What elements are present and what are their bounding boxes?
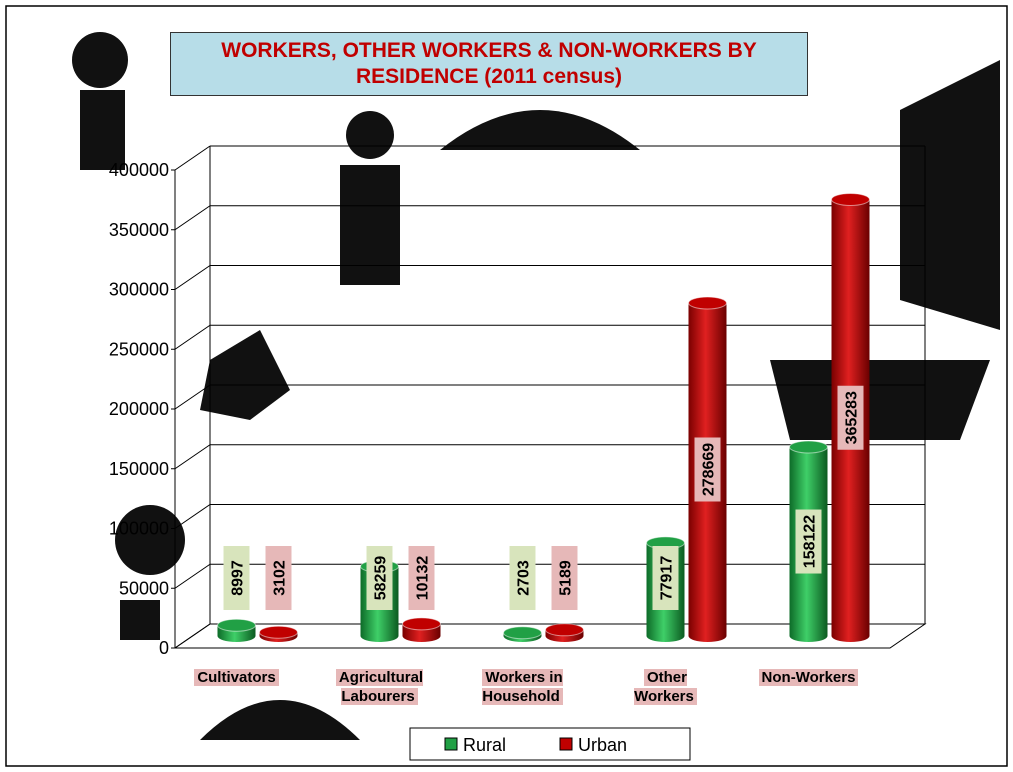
data-label: 2703	[509, 546, 536, 610]
grid-line	[174, 324, 211, 350]
y-tick-label: 200000	[109, 399, 169, 419]
data-label-box	[223, 546, 250, 610]
bar-top	[688, 296, 727, 310]
x-tick-label: Non-Workers	[757, 668, 861, 687]
y-tick-label: 400000	[109, 160, 169, 180]
x-tick-text: Workers in Household	[482, 669, 563, 705]
grid-line	[174, 563, 211, 589]
x-tick-text: Agricultural Labourers	[335, 669, 424, 705]
data-label-text: 365283	[844, 391, 861, 444]
data-label-box	[652, 546, 679, 610]
legend-marker	[559, 737, 573, 751]
y-tick-label: 350000	[109, 220, 169, 240]
y-tick-label: 50000	[119, 578, 169, 598]
y-tick-label: 100000	[109, 519, 169, 539]
chart-title: WORKERS, OTHER WORKERS & NON-WORKERS BY …	[170, 32, 808, 96]
x-tick-label: Agricultural Labourers	[328, 668, 432, 706]
data-label-text: 10132	[415, 556, 432, 601]
data-label: 58259	[366, 546, 393, 610]
bar-base	[360, 630, 399, 642]
grid-line	[174, 623, 211, 649]
x-tick-text: Cultivators	[194, 669, 279, 686]
data-label-box	[366, 546, 393, 610]
x-tick-label: Cultivators	[185, 668, 289, 687]
data-label-text: 5189	[558, 560, 575, 596]
y-tick-label: 150000	[109, 459, 169, 479]
bar-top	[831, 192, 870, 206]
legend-marker	[444, 737, 458, 751]
bar-top	[259, 625, 298, 639]
data-label: 365283	[837, 385, 864, 450]
data-label-text: 158122	[802, 515, 819, 568]
data-label-text: 278669	[701, 443, 718, 496]
legend-label: Rural	[463, 735, 506, 755]
data-label: 158122	[795, 509, 822, 574]
legend-label: Urban	[578, 735, 627, 755]
data-label-box	[265, 546, 292, 610]
grid-line	[174, 504, 211, 529]
x-tick-label: Other Workers	[614, 668, 718, 706]
data-label: 278669	[694, 437, 721, 502]
data-label-box	[795, 509, 822, 574]
data-label-text: 58259	[373, 556, 390, 601]
bar-base	[688, 630, 727, 642]
y-tick-label: 0	[159, 638, 169, 658]
data-label-box	[408, 546, 435, 610]
data-label: 77917	[652, 546, 679, 610]
y-tick-label: 300000	[109, 280, 169, 300]
bar-base	[402, 630, 441, 642]
bar-top	[217, 618, 256, 632]
grid-line	[174, 444, 211, 470]
y-tick-label: 250000	[109, 339, 169, 359]
x-tick-text: Other Workers	[634, 669, 697, 705]
x-tick-text: Non-Workers	[758, 669, 859, 686]
frame	[5, 5, 1008, 767]
data-label: 3102	[265, 546, 292, 610]
data-label-box	[694, 437, 721, 502]
data-label-text: 3102	[272, 560, 289, 596]
data-label-text: 2703	[516, 560, 533, 596]
bar-top	[503, 626, 542, 640]
grid-line	[174, 384, 211, 410]
bar-top	[789, 440, 828, 454]
bar-base	[217, 630, 256, 642]
data-label-box	[837, 385, 864, 450]
data-label: 10132	[408, 546, 435, 610]
x-tick-label: Workers in Household	[471, 668, 575, 706]
bar-base	[789, 630, 828, 642]
data-label-box	[509, 546, 536, 610]
data-label: 5189	[551, 546, 578, 610]
grid-line	[174, 205, 211, 231]
bar-top	[402, 617, 441, 631]
data-label: 8997	[223, 546, 250, 610]
grid-line	[174, 265, 211, 290]
bar-base	[646, 630, 685, 642]
grid-line	[174, 145, 211, 171]
data-label-text: 77917	[659, 556, 676, 601]
data-label-box	[551, 546, 578, 610]
bar-top	[545, 623, 584, 637]
data-label-text: 8997	[230, 560, 247, 596]
bar-base	[831, 630, 870, 642]
